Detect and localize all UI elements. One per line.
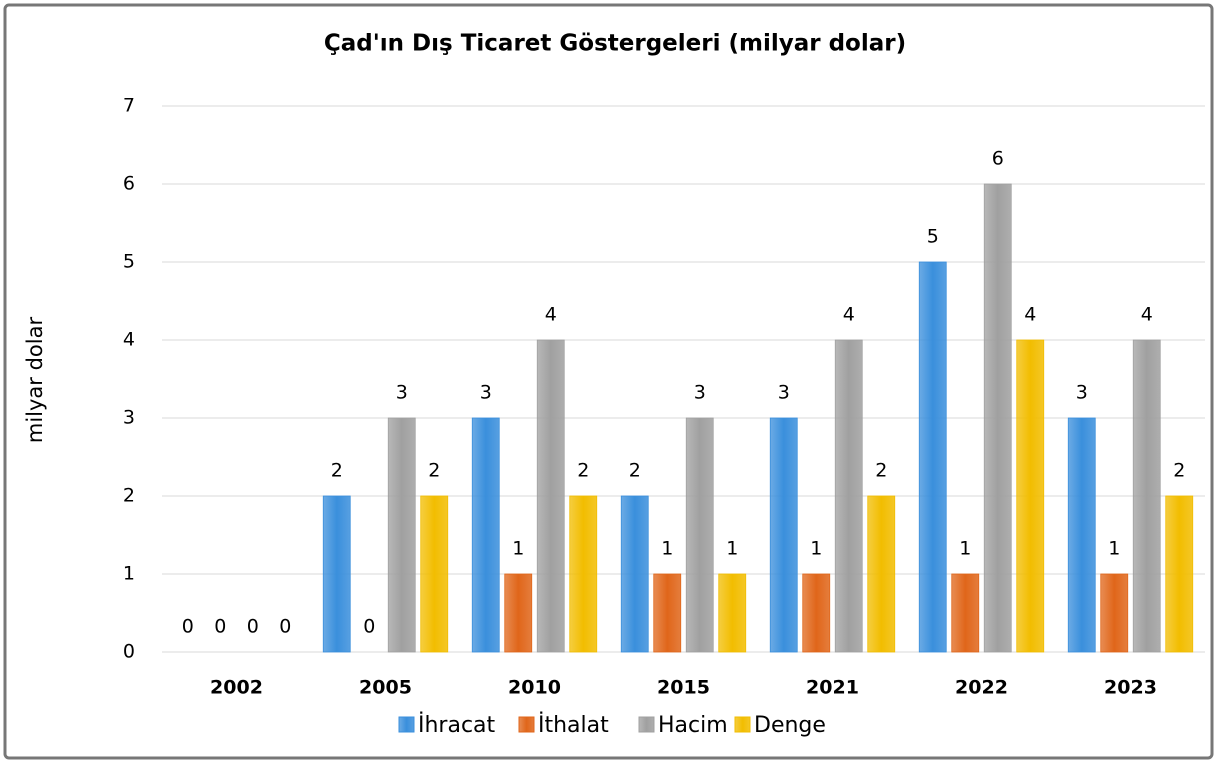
data-label: 2 bbox=[1173, 460, 1185, 482]
data-label: 3 bbox=[778, 382, 790, 404]
data-label: 0 bbox=[363, 616, 375, 638]
data-label: 4 bbox=[545, 304, 557, 326]
bar bbox=[718, 573, 747, 653]
data-label: 1 bbox=[1108, 538, 1120, 560]
bar bbox=[951, 573, 980, 653]
bar bbox=[620, 495, 649, 653]
data-label: 4 bbox=[1024, 304, 1036, 326]
x-tick-label: 2022 bbox=[955, 677, 1008, 699]
legend-swatch bbox=[398, 716, 415, 733]
legend-label: İthalat bbox=[538, 712, 609, 738]
data-label: 5 bbox=[927, 226, 939, 248]
data-label: 0 bbox=[279, 616, 291, 638]
y-axis-label: milyar dolar bbox=[23, 317, 47, 444]
data-label: 3 bbox=[396, 382, 408, 404]
y-tick-label: 0 bbox=[123, 641, 135, 663]
x-tick-label: 2015 bbox=[657, 677, 710, 699]
y-tick-label: 3 bbox=[123, 407, 135, 429]
bar bbox=[1132, 339, 1161, 653]
y-tick-label: 7 bbox=[123, 95, 135, 117]
y-tick-label: 1 bbox=[123, 563, 135, 585]
x-tick-label: 2010 bbox=[508, 677, 561, 699]
bar bbox=[569, 495, 598, 653]
data-label: 2 bbox=[428, 460, 440, 482]
data-label: 6 bbox=[992, 148, 1004, 170]
bar bbox=[653, 573, 682, 653]
y-tick-label: 5 bbox=[123, 251, 135, 273]
chart-title: Çad'ın Dış Ticaret Göstergeleri (milyar … bbox=[324, 31, 906, 57]
bar bbox=[1100, 573, 1129, 653]
data-label: 4 bbox=[1141, 304, 1153, 326]
legend-swatch bbox=[734, 716, 751, 733]
legend-swatch bbox=[638, 716, 655, 733]
data-label: 1 bbox=[661, 538, 673, 560]
data-label: 1 bbox=[810, 538, 822, 560]
data-label: 3 bbox=[480, 382, 492, 404]
bar bbox=[1067, 417, 1096, 653]
x-tick-label: 2002 bbox=[210, 677, 263, 699]
bar bbox=[420, 495, 449, 653]
bar bbox=[1016, 339, 1045, 653]
bar bbox=[322, 495, 351, 653]
data-label: 2 bbox=[331, 460, 343, 482]
bar bbox=[834, 339, 863, 653]
data-label: 1 bbox=[512, 538, 524, 560]
legend-label: Denge bbox=[754, 713, 826, 738]
y-tick-label: 4 bbox=[123, 329, 135, 351]
bar bbox=[387, 417, 416, 653]
legend-label: İhracat bbox=[418, 712, 496, 738]
bar bbox=[769, 417, 798, 653]
bar bbox=[867, 495, 896, 653]
legend-label: Hacim bbox=[658, 713, 728, 738]
data-label: 3 bbox=[694, 382, 706, 404]
legend-swatch bbox=[518, 716, 535, 733]
y-tick-label: 2 bbox=[123, 485, 135, 507]
bar bbox=[685, 417, 714, 653]
data-label: 2 bbox=[875, 460, 887, 482]
bar bbox=[802, 573, 831, 653]
data-label: 1 bbox=[726, 538, 738, 560]
data-label: 0 bbox=[214, 616, 226, 638]
bar bbox=[504, 573, 533, 653]
bar bbox=[536, 339, 565, 653]
data-label: 0 bbox=[247, 616, 259, 638]
data-label: 3 bbox=[1076, 382, 1088, 404]
bar bbox=[471, 417, 500, 653]
data-label: 2 bbox=[577, 460, 589, 482]
bar bbox=[983, 183, 1012, 653]
data-label: 2 bbox=[629, 460, 641, 482]
y-tick-label: 6 bbox=[123, 173, 135, 195]
data-label: 1 bbox=[959, 538, 971, 560]
data-label: 4 bbox=[843, 304, 855, 326]
x-tick-label: 2005 bbox=[359, 677, 412, 699]
x-tick-label: 2023 bbox=[1104, 677, 1157, 699]
data-label: 0 bbox=[182, 616, 194, 638]
x-tick-label: 2021 bbox=[806, 677, 859, 699]
chart-frame bbox=[3, 3, 1214, 760]
bar bbox=[918, 261, 947, 653]
bar bbox=[1165, 495, 1194, 653]
